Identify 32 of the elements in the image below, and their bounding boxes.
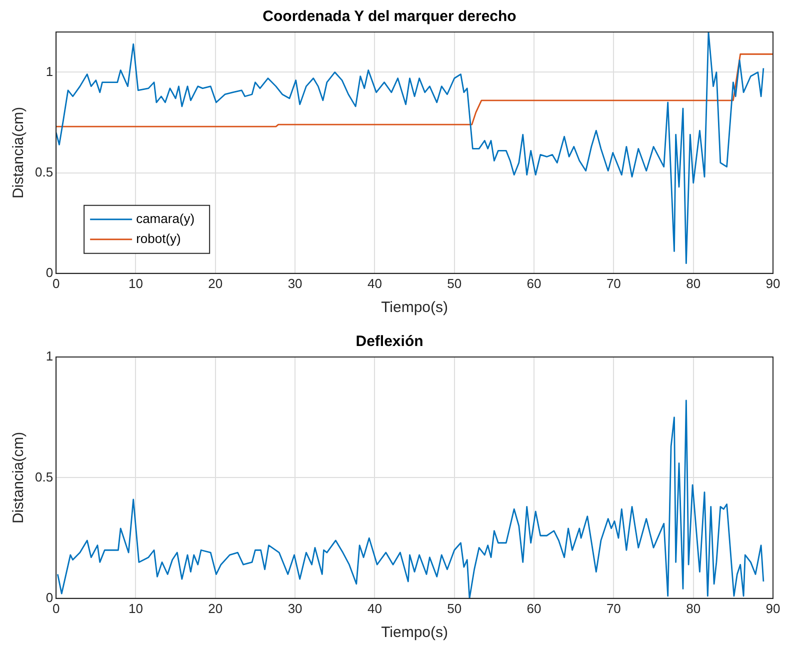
x-tick-label: 30 [288,600,302,616]
x-tick-label: 60 [526,600,542,616]
y-tick-label: 0.5 [34,469,54,484]
x-tick-label: 70 [606,600,621,616]
y-tick-label: 1 [46,348,54,364]
y-axis-title: Distancia(cm) [10,106,28,199]
x-tick-label: 10 [128,600,143,616]
x-tick-label: 90 [766,600,780,616]
x-tick-label: 70 [606,276,621,291]
x-tick-label: 20 [208,600,223,616]
x-tick-label: 80 [686,276,701,291]
x-tick-label: 20 [208,276,223,291]
x-tick-label: 40 [367,600,382,616]
y-tick-label: 0.5 [34,164,54,180]
legend-label: camara(y) [136,210,195,226]
y-tick-label: 0 [46,590,54,605]
x-tick-label: 60 [526,276,542,291]
x-axis-title: Tiempo(s) [381,624,448,642]
x-tick-label: 50 [447,276,462,291]
x-tick-label: 90 [766,276,780,291]
x-tick-label: 10 [128,276,143,291]
y-axis-title: Distancia(cm) [10,432,28,524]
y-tick-label: 1 [46,64,54,79]
x-tick-label: 80 [686,600,701,616]
chart-title: Deflexión [356,333,424,350]
x-axis-title: Tiempo(s) [381,299,448,316]
legend-label: robot(y) [136,230,181,246]
chart-title: Coordenada Y del marquer derecho [262,8,516,26]
x-tick-label: 30 [288,276,302,291]
y-tick-label: 0 [46,264,54,280]
x-tick-label: 50 [447,600,462,616]
x-tick-label: 40 [367,276,382,291]
